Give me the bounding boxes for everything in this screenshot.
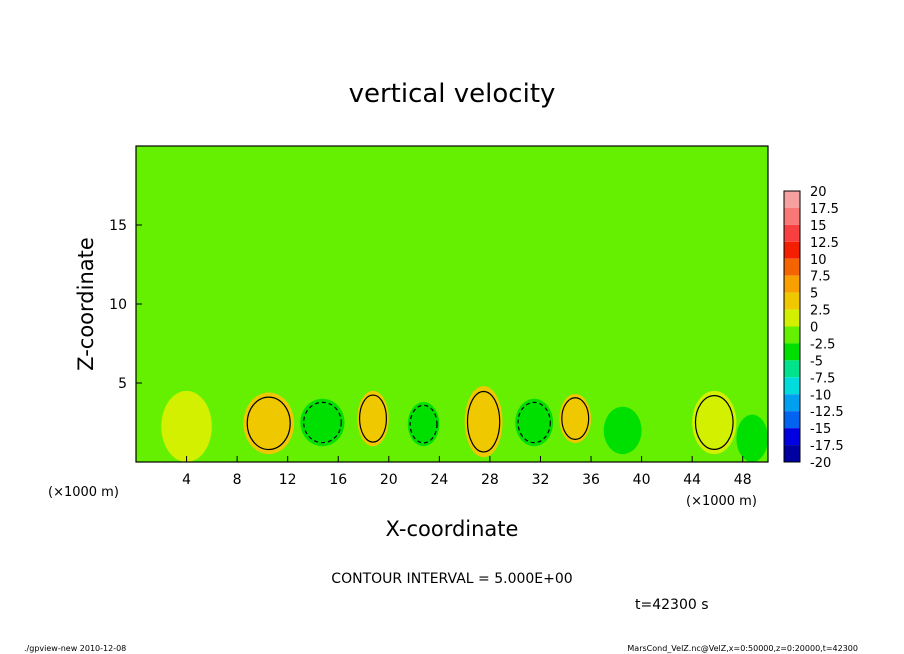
colorbar-swatch-15: [784, 445, 800, 462]
colorbar-label-8: 0: [810, 321, 818, 336]
x-unit-right: (×1000 m): [686, 494, 757, 509]
x-tick-label-8: 36: [582, 472, 600, 488]
x-axis-label: X-coordinate: [386, 517, 519, 541]
data-cell-7: [559, 394, 592, 444]
y-tick-label-1: 10: [109, 297, 127, 313]
colorbar-swatch-1: [784, 207, 800, 225]
colorbar-swatch-3: [784, 241, 800, 259]
colorbar-swatch-9: [784, 343, 800, 361]
data-cell-1: [243, 392, 294, 455]
x-tick-label-11: 48: [734, 472, 752, 488]
data-cell-5: [464, 386, 503, 458]
colorbar-swatch-11: [784, 377, 800, 395]
colorbar-swatch-6: [784, 292, 800, 310]
colorbar-label-0: 20: [810, 185, 827, 200]
contour-line-4: [409, 404, 438, 444]
colorbar-swatch-2: [784, 224, 800, 242]
contour-line-9: [694, 395, 734, 450]
colorbar-label-12: -10: [810, 388, 831, 403]
footer-right: MarsCond_VelZ.nc@VelZ,x=0:50000,z=0:2000…: [627, 644, 858, 653]
x-tick-label-3: 16: [329, 472, 347, 488]
contour-line-3: [358, 394, 388, 443]
colorbar-label-10: -5: [810, 354, 823, 369]
data-cell-9: [692, 390, 737, 455]
data-cell-2: [300, 398, 345, 447]
colorbar-label-1: 17.5: [810, 202, 839, 217]
colorbar-swatch-13: [784, 411, 800, 429]
chart-title: vertical velocity: [349, 79, 556, 109]
contour-line-6: [517, 401, 551, 444]
x-unit-left: (×1000 m): [48, 485, 119, 500]
contour-interval-text: CONTOUR INTERVAL = 5.000E+00: [331, 571, 572, 587]
colorbar-swatch-8: [784, 326, 800, 344]
colorbar-label-9: -2.5: [810, 337, 835, 352]
colorbar-label-4: 10: [810, 253, 827, 268]
colorbar-swatch-12: [784, 394, 800, 412]
x-tick-label-10: 44: [683, 472, 701, 488]
colorbar-label-15: -17.5: [810, 439, 844, 454]
colorbar-swatch-4: [784, 258, 800, 276]
colorbar: 20 17.5 15 12.5 10 7.5 5 2.5 0-2.5 -5 -7.5 -10 -12.5…: [783, 185, 844, 471]
contour-line-5: [466, 390, 501, 453]
colorbar-label-11: -7.5: [810, 371, 835, 386]
y-tick-label-2: 15: [109, 218, 127, 234]
data-cell-6: [515, 398, 554, 447]
x-tick-label-5: 24: [430, 472, 448, 488]
x-tick-label-4: 20: [380, 472, 398, 488]
colorbar-label-3: 12.5: [810, 236, 839, 251]
data-cell-4: [407, 401, 440, 447]
x-tick-label-1: 8: [233, 472, 242, 488]
footer-left: ./gpview-new 2010-12-08: [24, 644, 126, 653]
colorbar-swatch-5: [784, 275, 800, 293]
data-cell-10: [736, 414, 768, 462]
x-tick-label-7: 32: [532, 472, 550, 488]
x-tick-label-0: 4: [182, 472, 191, 488]
colorbar-label-5: 7.5: [810, 270, 831, 285]
colorbar-swatch-0: [784, 191, 800, 208]
contour-line-1: [246, 396, 291, 451]
colorbar-label-2: 15: [810, 219, 827, 234]
contour-line-7: [561, 397, 590, 440]
x-tick-label-2: 12: [279, 472, 297, 488]
colorbar-label-16: -20: [810, 456, 831, 471]
colorbar-swatch-14: [784, 428, 800, 446]
data-cell-8: [603, 406, 642, 455]
colorbar-swatch-10: [784, 360, 800, 378]
x-tick-label-9: 40: [633, 472, 651, 488]
colorbar-label-14: -15: [810, 422, 831, 437]
colorbar-frame: [783, 190, 801, 463]
colorbar-label-7: 2.5: [810, 304, 831, 319]
time-text: t=42300 s: [635, 597, 709, 613]
colorbar-swatch-7: [784, 309, 800, 327]
data-cell-0: [161, 390, 212, 463]
y-tick-label-0: 5: [118, 376, 127, 392]
colorbar-label-6: 5: [810, 287, 818, 302]
plot-area: [135, 145, 769, 463]
plot-background: [136, 146, 768, 462]
data-cell-3: [357, 390, 389, 447]
colorbar-label-13: -12.5: [810, 405, 844, 420]
y-axis-label: Z-coordinate: [74, 237, 98, 371]
contour-line-2: [303, 401, 342, 444]
x-tick-label-6: 28: [481, 472, 499, 488]
